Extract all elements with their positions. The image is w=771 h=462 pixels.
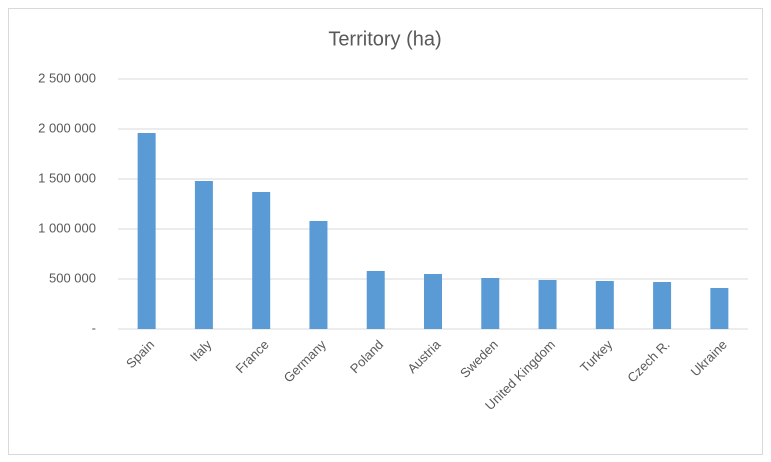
bar xyxy=(595,281,614,329)
y-tick-label: 500 000 xyxy=(49,270,96,285)
bar xyxy=(653,282,672,329)
bar xyxy=(137,133,156,329)
bar xyxy=(194,181,213,329)
y-tick-label: 1 500 000 xyxy=(38,170,96,185)
y-tick-label: 2 000 000 xyxy=(38,120,96,135)
y-tick-label: 2 500 000 xyxy=(38,70,96,85)
y-tick-label: - xyxy=(92,320,96,335)
bar xyxy=(538,280,557,329)
bar xyxy=(366,271,385,329)
bar xyxy=(309,221,328,329)
chart-title: Territory (ha) xyxy=(328,28,441,50)
chart-border xyxy=(8,8,763,455)
y-tick-label: 1 000 000 xyxy=(38,220,96,235)
bar xyxy=(710,288,729,329)
bar xyxy=(252,192,271,329)
bar xyxy=(481,278,500,329)
bar xyxy=(424,274,442,329)
